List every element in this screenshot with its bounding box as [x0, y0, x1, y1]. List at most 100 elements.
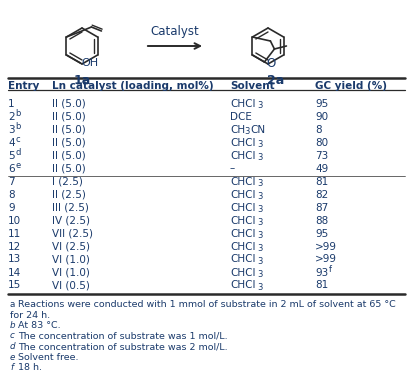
Text: GC yield (%): GC yield (%): [315, 81, 387, 91]
Text: Solvent: Solvent: [230, 81, 275, 91]
Text: 3: 3: [257, 257, 262, 266]
Text: >99: >99: [315, 241, 337, 252]
Text: II (5.0): II (5.0): [52, 138, 86, 147]
Text: VII (2.5): VII (2.5): [52, 229, 93, 238]
Text: 87: 87: [315, 203, 328, 212]
Text: Solvent free.: Solvent free.: [18, 352, 78, 361]
Text: CHCl: CHCl: [230, 203, 256, 212]
Text: 1: 1: [8, 98, 14, 109]
Text: VI (1.0): VI (1.0): [52, 254, 90, 265]
Text: c: c: [15, 135, 20, 144]
Text: 2: 2: [8, 111, 14, 122]
Text: 8: 8: [315, 125, 322, 134]
Text: VI (2.5): VI (2.5): [52, 241, 90, 252]
Text: c: c: [10, 332, 15, 341]
Text: 3: 3: [257, 218, 262, 227]
Text: Ln catalyst (loading, mol%): Ln catalyst (loading, mol%): [52, 81, 214, 91]
Text: Reactions were conducted with 1 mmol of substrate in 2 mL of solvent at 65 °C: Reactions were conducted with 1 mmol of …: [18, 300, 396, 309]
Text: 49: 49: [315, 163, 328, 174]
Text: OH: OH: [81, 58, 99, 68]
Text: CHCl: CHCl: [230, 241, 256, 252]
Text: CHCl: CHCl: [230, 138, 256, 147]
Text: O: O: [266, 56, 275, 69]
Text: II (5.0): II (5.0): [52, 163, 86, 174]
Text: 81: 81: [315, 281, 328, 290]
Text: f: f: [10, 363, 13, 372]
Text: I (2.5): I (2.5): [52, 176, 83, 187]
Text: Entry: Entry: [8, 81, 39, 91]
Text: d: d: [10, 342, 16, 351]
Text: IV (2.5): IV (2.5): [52, 216, 90, 225]
Text: CHCl: CHCl: [230, 189, 256, 200]
Text: 12: 12: [8, 241, 21, 252]
Text: CHCl: CHCl: [230, 151, 256, 160]
Text: f: f: [329, 265, 332, 274]
Text: 3: 3: [257, 101, 262, 110]
Text: CHCl: CHCl: [230, 229, 256, 238]
Text: III (2.5): III (2.5): [52, 203, 89, 212]
Text: 90: 90: [315, 111, 328, 122]
Text: II (5.0): II (5.0): [52, 98, 86, 109]
Text: CHCl: CHCl: [230, 267, 256, 278]
Text: a: a: [10, 300, 15, 309]
Text: CHCl: CHCl: [230, 281, 256, 290]
Text: d: d: [15, 148, 20, 157]
Text: 3: 3: [257, 244, 262, 253]
Text: b: b: [15, 122, 20, 131]
Text: 3: 3: [257, 283, 262, 292]
Text: 93: 93: [315, 267, 328, 278]
Text: 88: 88: [315, 216, 328, 225]
Text: 3: 3: [257, 192, 262, 201]
Text: II (5.0): II (5.0): [52, 111, 86, 122]
Text: 1a: 1a: [74, 74, 90, 87]
Text: CH: CH: [230, 125, 245, 134]
Text: CHCl: CHCl: [230, 98, 256, 109]
Text: 73: 73: [315, 151, 328, 160]
Text: 3: 3: [257, 179, 262, 188]
Text: 95: 95: [315, 98, 328, 109]
Text: 3: 3: [257, 153, 262, 162]
Text: DCE: DCE: [230, 111, 252, 122]
Text: VI (0.5): VI (0.5): [52, 281, 90, 290]
Text: 9: 9: [8, 203, 14, 212]
Text: 11: 11: [8, 229, 21, 238]
Text: 6: 6: [8, 163, 14, 174]
Text: e: e: [10, 352, 15, 361]
Text: 13: 13: [8, 254, 21, 265]
Text: At 83 °C.: At 83 °C.: [18, 321, 61, 330]
Text: II (5.0): II (5.0): [52, 151, 86, 160]
Text: Catalyst: Catalyst: [151, 25, 199, 38]
Text: 18 h.: 18 h.: [18, 363, 42, 372]
Text: >99: >99: [315, 254, 337, 265]
Text: 82: 82: [315, 189, 328, 200]
Text: The concentration of substrate was 1 mol/L.: The concentration of substrate was 1 mol…: [18, 332, 228, 341]
Text: 10: 10: [8, 216, 21, 225]
Text: II (2.5): II (2.5): [52, 189, 86, 200]
Text: 3: 3: [257, 205, 262, 214]
Text: 3: 3: [8, 125, 14, 134]
Text: 15: 15: [8, 281, 21, 290]
Text: 80: 80: [315, 138, 328, 147]
Text: CN: CN: [250, 125, 265, 134]
Text: 3: 3: [257, 270, 262, 279]
Text: 4: 4: [8, 138, 14, 147]
Text: 3: 3: [244, 127, 249, 136]
Text: VI (1.0): VI (1.0): [52, 267, 90, 278]
Text: –: –: [230, 163, 235, 174]
Text: 3: 3: [257, 140, 262, 149]
Text: II (5.0): II (5.0): [52, 125, 86, 134]
Text: CHCl: CHCl: [230, 254, 256, 265]
Text: 2a: 2a: [267, 74, 285, 87]
Text: 8: 8: [8, 189, 14, 200]
Text: e: e: [15, 161, 20, 170]
Text: 5: 5: [8, 151, 14, 160]
Text: b: b: [15, 109, 20, 118]
Text: 7: 7: [8, 176, 14, 187]
Text: 95: 95: [315, 229, 328, 238]
Text: CHCl: CHCl: [230, 216, 256, 225]
Text: 3: 3: [257, 231, 262, 240]
Text: 14: 14: [8, 267, 21, 278]
Text: 81: 81: [315, 176, 328, 187]
Text: The concentration of substrate was 2 mol/L.: The concentration of substrate was 2 mol…: [18, 342, 228, 351]
Text: for 24 h.: for 24 h.: [10, 310, 50, 319]
